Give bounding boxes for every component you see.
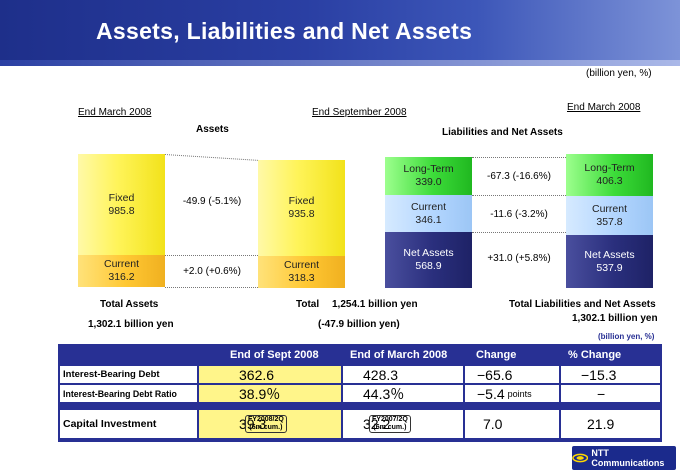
logo-text: NTT Communications — [591, 448, 665, 468]
longterm-label: Long-Term — [584, 162, 635, 174]
total-mid-value: 1,254.1 billion yen — [332, 299, 418, 310]
unit-label: (billion yen, %) — [586, 68, 652, 79]
cell-debt-pct: −15.3 — [561, 366, 660, 383]
row-label-debt: Interest-Bearing Debt — [60, 366, 197, 383]
cell-debt-sept: 362.6 — [199, 366, 341, 383]
cell-ratio-pct: − — [561, 385, 660, 402]
company-logo: NTT Communications — [572, 446, 676, 470]
cell-capex-sept: 39.3 FY2008/2Q (6m cum.) — [199, 410, 341, 438]
cell-ratio-sept: 38.9％ — [199, 385, 341, 402]
liab-netassets-right: Net Assets 537.9 — [566, 235, 653, 288]
capex-march-note: FY2007/2Q (6m cum.) — [369, 415, 411, 433]
fixed-label: Fixed — [108, 191, 135, 204]
note-period: FY2008/2Q — [248, 416, 284, 423]
liab-current-change: -11.6 (-3.2%) — [490, 209, 548, 220]
liabilities-heading: Liabilities and Net Assets — [442, 127, 563, 138]
note-cum: (6m cum.) — [249, 424, 283, 431]
assets-fixed-left: Fixed 985.8 — [78, 154, 165, 255]
liab-current-left: Current 346.1 — [385, 195, 472, 232]
current-label: Current — [283, 259, 319, 271]
page-title: Assets, Liabilities and Net Assets — [96, 18, 473, 44]
connector-line — [472, 232, 566, 233]
row-label-capex: Capital Investment — [60, 410, 197, 438]
header-change: Change — [476, 349, 517, 361]
assets-current-mid: Current 318.3 — [258, 256, 345, 288]
ratio-change-value: −5.4 — [477, 385, 505, 402]
current-label: Current — [410, 200, 446, 213]
row-label-debt-ratio: Interest-Bearing Debt Ratio — [60, 385, 197, 402]
total-assets-label: Total Assets — [100, 299, 159, 310]
logo-swirl-icon — [572, 453, 589, 463]
title-bar — [0, 0, 680, 66]
cell-debt-march: 428.3 — [343, 366, 463, 383]
assets-current-change: +2.0 (+0.6%) — [183, 266, 241, 277]
left-date-heading: End March 2008 — [78, 107, 152, 118]
liab-current-right: Current 357.8 — [566, 196, 653, 235]
table-unit-label: (billion yen, %) — [598, 332, 655, 341]
connector-line — [164, 154, 258, 161]
ratio-change-unit: points — [507, 388, 532, 399]
cell-ratio-change: −5.4 points — [465, 385, 559, 402]
header-sept: End of Sept 2008 — [230, 349, 319, 361]
liab-longterm-left: Long-Term 339.0 — [385, 157, 472, 195]
fixed-label: Fixed — [288, 195, 315, 207]
total-liab-value: 1,302.1 billion yen — [572, 313, 658, 324]
connector-line — [472, 157, 566, 158]
current-value: 316.2 — [108, 271, 135, 283]
netassets-label: Net Assets — [403, 247, 454, 259]
liab-longterm-right: Long-Term 406.3 — [566, 154, 653, 196]
current-value: 346.1 — [415, 213, 442, 226]
netassets-label: Net Assets — [584, 248, 635, 261]
connector-line — [165, 287, 258, 288]
netassets-value: 537.9 — [596, 261, 623, 274]
right-date-heading: End March 2008 — [567, 102, 641, 113]
connector-line — [165, 255, 258, 256]
mid-date-heading: End September 2008 — [312, 107, 407, 118]
header-march: End of March 2008 — [350, 349, 448, 361]
current-value: 357.8 — [596, 215, 623, 228]
longterm-value: 339.0 — [415, 176, 442, 188]
longterm-value: 406.3 — [596, 175, 623, 187]
assets-current-left: Current 316.2 — [78, 255, 165, 287]
assets-fixed-mid: Fixed 935.8 — [258, 160, 345, 256]
liab-longterm-change: -67.3 (-16.6%) — [487, 171, 551, 182]
fixed-value: 985.8 — [108, 204, 135, 217]
fixed-value: 935.8 — [288, 208, 315, 220]
current-label: Current — [103, 258, 139, 270]
note-cum: (6m cum.) — [373, 424, 407, 431]
longterm-label: Long-Term — [403, 163, 454, 175]
current-value: 318.3 — [288, 272, 315, 284]
assets-heading: Assets — [196, 124, 229, 135]
note-period: FY2007/2Q — [372, 416, 408, 423]
assets-fixed-change: -49.9 (-5.1%) — [182, 196, 242, 207]
connector-line — [472, 195, 566, 196]
liab-netassets-change: +31.0 (+5.8%) — [487, 253, 551, 264]
netassets-value: 568.9 — [415, 260, 442, 272]
total-assets-value: 1,302.1 billion yen — [88, 319, 174, 330]
cell-ratio-march: 44.3％ — [343, 385, 463, 402]
cell-capex-march: 32.2 FY2007/2Q (6m cum.) — [343, 410, 463, 438]
total-liab-label: Total Liabilities and Net Assets — [509, 299, 656, 310]
header-pct-change: % Change — [568, 349, 622, 361]
cell-capex-pct: 21.9 — [561, 410, 660, 438]
summary-table: End of Sept 2008 End of March 2008 Chang… — [58, 344, 662, 442]
current-label: Current — [591, 202, 627, 215]
liab-netassets-left: Net Assets 568.9 — [385, 232, 472, 288]
capex-sept-note: FY2008/2Q (6m cum.) — [245, 415, 287, 433]
cell-capex-change: 7.0 — [465, 410, 559, 438]
cell-debt-change: −65.6 — [465, 366, 559, 383]
total-mid-change: (-47.9 billion yen) — [318, 319, 400, 330]
total-mid-label: Total — [296, 299, 320, 310]
